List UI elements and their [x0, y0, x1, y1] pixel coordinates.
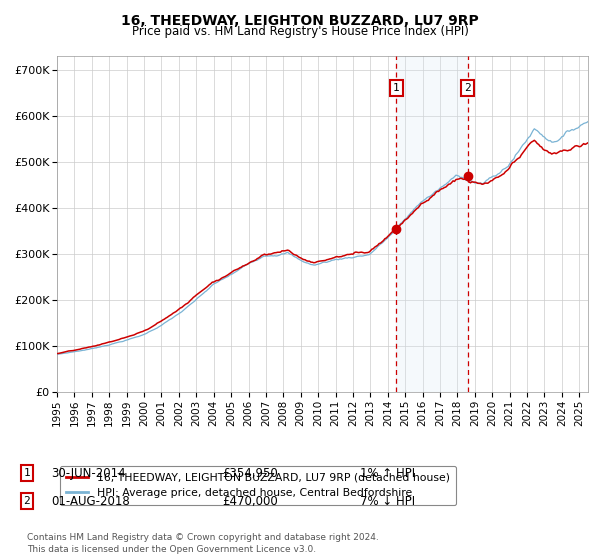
Text: Price paid vs. HM Land Registry's House Price Index (HPI): Price paid vs. HM Land Registry's House … [131, 25, 469, 38]
Text: 2: 2 [23, 496, 31, 506]
Text: Contains HM Land Registry data © Crown copyright and database right 2024.
This d: Contains HM Land Registry data © Crown c… [27, 533, 379, 554]
Text: 2: 2 [464, 83, 471, 93]
Text: 1: 1 [23, 468, 31, 478]
Text: 16, THEEDWAY, LEIGHTON BUZZARD, LU7 9RP: 16, THEEDWAY, LEIGHTON BUZZARD, LU7 9RP [121, 14, 479, 28]
Text: £470,000: £470,000 [222, 494, 278, 508]
Text: £354,950: £354,950 [222, 466, 278, 480]
Text: 7% ↓ HPI: 7% ↓ HPI [360, 494, 415, 508]
Legend: 16, THEEDWAY, LEIGHTON BUZZARD, LU7 9RP (detached house), HPI: Average price, de: 16, THEEDWAY, LEIGHTON BUZZARD, LU7 9RP … [60, 466, 456, 505]
Bar [397, 56, 467, 392]
Text: 1: 1 [393, 83, 400, 93]
Text: 30-JUN-2014: 30-JUN-2014 [51, 466, 125, 480]
Text: 01-AUG-2018: 01-AUG-2018 [51, 494, 130, 508]
Text: 1% ↑ HPI: 1% ↑ HPI [360, 466, 415, 480]
